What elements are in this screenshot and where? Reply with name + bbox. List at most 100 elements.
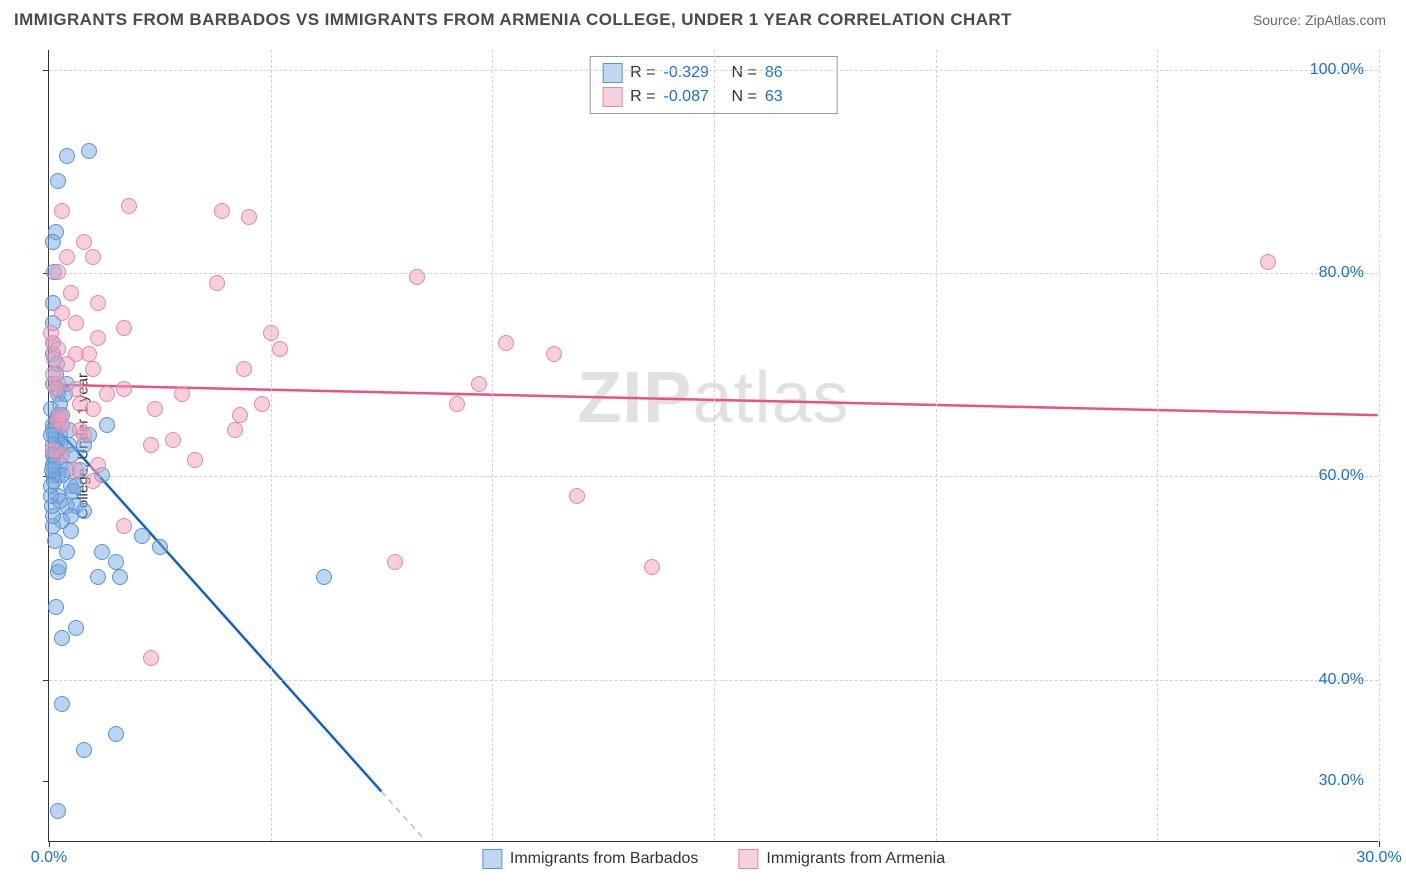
gridline-v (271, 50, 272, 841)
point-series-b (241, 209, 257, 225)
point-series-a (316, 569, 332, 585)
point-series-b (644, 559, 660, 575)
point-series-b (46, 351, 62, 367)
point-series-b (90, 457, 106, 473)
point-series-a (54, 630, 70, 646)
point-series-b (546, 346, 562, 362)
point-series-b (85, 249, 101, 265)
scatter-chart: ZIPatlas R = -0.329 N = 86 R = -0.087 N … (48, 50, 1378, 842)
point-series-a (50, 803, 66, 819)
y-tick-label: 80.0% (1319, 264, 1364, 282)
point-series-b (471, 376, 487, 392)
point-series-b (76, 427, 92, 443)
point-series-b (116, 381, 132, 397)
point-series-a (112, 569, 128, 585)
point-series-a (45, 234, 61, 250)
gridline-v (936, 50, 937, 841)
y-tick-label: 100.0% (1310, 61, 1364, 79)
point-series-a (47, 533, 63, 549)
point-series-b (1260, 254, 1276, 270)
x-tick-label: 30.0% (1356, 849, 1401, 867)
point-series-a (63, 523, 79, 539)
point-series-b (143, 650, 159, 666)
point-series-b (409, 269, 425, 285)
point-series-b (569, 488, 585, 504)
point-series-a (44, 462, 60, 478)
point-series-a (68, 478, 84, 494)
swatch-series-a (602, 63, 622, 83)
point-series-a (76, 742, 92, 758)
gridline-v (1379, 50, 1380, 841)
swatch-series-b (602, 87, 622, 107)
point-series-b (174, 386, 190, 402)
point-series-b (45, 366, 61, 382)
point-series-b (214, 203, 230, 219)
point-series-b (254, 396, 270, 412)
legend-item: Immigrants from Armenia (738, 849, 945, 869)
point-series-a (68, 620, 84, 636)
point-series-b (59, 249, 75, 265)
y-tick-label: 60.0% (1319, 467, 1364, 485)
point-series-a (50, 173, 66, 189)
point-series-b (54, 447, 70, 463)
point-series-a (81, 143, 97, 159)
point-series-b (147, 401, 163, 417)
x-tick-label: 0.0% (31, 849, 67, 867)
point-series-b (165, 432, 181, 448)
point-series-b (263, 325, 279, 341)
point-series-b (85, 361, 101, 377)
point-series-b (227, 422, 243, 438)
gridline-v (492, 50, 493, 841)
point-series-a (99, 417, 115, 433)
point-series-a (76, 503, 92, 519)
y-tick-label: 40.0% (1319, 671, 1364, 689)
point-series-b (498, 335, 514, 351)
point-series-b (209, 275, 225, 291)
point-series-b (76, 234, 92, 250)
gridline-v (714, 50, 715, 841)
point-series-b (387, 554, 403, 570)
point-series-b (63, 285, 79, 301)
y-tick-label: 30.0% (1319, 772, 1364, 790)
point-series-a (90, 569, 106, 585)
point-series-b (121, 198, 137, 214)
legend-label: Immigrants from Barbados (510, 850, 699, 868)
point-series-b (68, 462, 84, 478)
point-series-a (54, 696, 70, 712)
point-series-b (232, 407, 248, 423)
point-series-b (48, 381, 64, 397)
legend-item: Immigrants from Barbados (482, 849, 699, 869)
source-label: Source: ZipAtlas.com (1253, 12, 1386, 28)
point-series-b (52, 407, 68, 423)
point-series-a (48, 599, 64, 615)
point-series-b (85, 401, 101, 417)
point-series-a (108, 726, 124, 742)
point-series-a (51, 559, 67, 575)
point-series-b (116, 518, 132, 534)
point-series-b (90, 330, 106, 346)
point-series-b (43, 325, 59, 341)
point-series-b (99, 386, 115, 402)
point-series-b (85, 473, 101, 489)
point-series-a (134, 528, 150, 544)
point-series-b (187, 452, 203, 468)
point-series-a (108, 554, 124, 570)
point-series-a (152, 539, 168, 555)
point-series-b (116, 320, 132, 336)
chart-title: IMMIGRANTS FROM BARBADOS VS IMMIGRANTS F… (14, 10, 1012, 30)
point-series-b (143, 437, 159, 453)
point-series-b (449, 396, 465, 412)
point-series-a (43, 488, 59, 504)
point-series-b (68, 381, 84, 397)
point-series-b (68, 315, 84, 331)
gridline-v (1157, 50, 1158, 841)
bottom-legend: Immigrants from Barbados Immigrants from… (482, 849, 945, 869)
legend-label: Immigrants from Armenia (766, 850, 945, 868)
point-series-b (272, 341, 288, 357)
point-series-b (54, 203, 70, 219)
swatch-series-a (482, 849, 502, 869)
point-series-b (81, 346, 97, 362)
point-series-b (90, 295, 106, 311)
point-series-b (50, 264, 66, 280)
swatch-series-b (738, 849, 758, 869)
